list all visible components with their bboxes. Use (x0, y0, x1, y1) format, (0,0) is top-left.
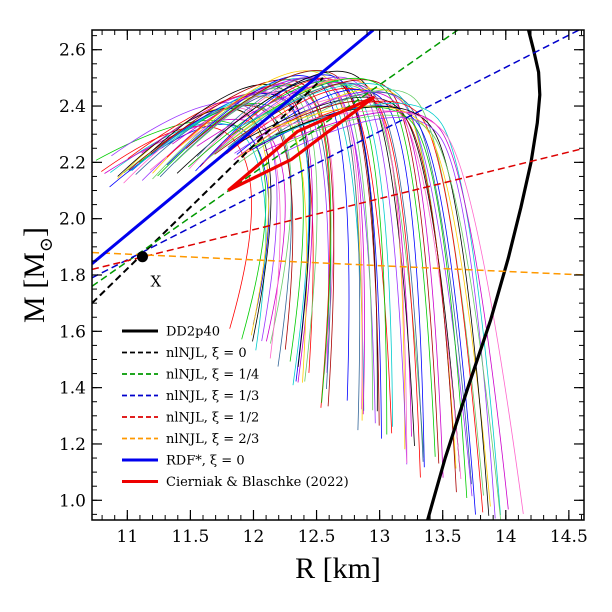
background-curve (248, 95, 462, 480)
background-curve (226, 88, 421, 478)
background-curve (152, 88, 318, 382)
background-curve (279, 114, 502, 520)
y-axis-title-sub: ⊙ (36, 237, 56, 252)
y-tick-label: 1.2 (59, 435, 86, 455)
series-line-2 (92, 30, 459, 287)
x-axis-title: R [km] (295, 552, 381, 585)
y-tick-label: 1.8 (59, 266, 86, 286)
y-tick-label: 2.6 (59, 41, 86, 61)
series-line-0 (426, 30, 542, 520)
background-curve (135, 103, 292, 367)
background-curve (255, 100, 457, 493)
background-curve (268, 110, 524, 514)
y-axis-title: M [M⊙] (18, 227, 56, 323)
background-curve (230, 96, 461, 472)
legend-label-6: RDF*, ξ = 0 (166, 454, 245, 469)
series-line-3 (92, 30, 580, 279)
background-curve (111, 102, 278, 342)
y-tick-label: 2.0 (59, 210, 86, 230)
background-curve (139, 103, 304, 362)
x-tick-label: 14.5 (550, 527, 588, 547)
crossing-point-marker (136, 251, 148, 263)
series-line-7 (227, 95, 375, 192)
legend-label-1: nlNJL, ξ = 0 (166, 346, 247, 361)
legend-label-7: Cierniak & Blaschke (2022) (166, 475, 349, 490)
legend-label-5: nlNJL, ξ = 2/3 (166, 432, 259, 447)
background-curve (252, 91, 472, 485)
background-curve (174, 70, 374, 411)
y-tick-label: 1.4 (59, 379, 86, 399)
annotation-marks: X (136, 251, 161, 290)
x-tick-label: 11 (117, 527, 139, 547)
legend: DD2p40 nlNJL, ξ = 0 nlNJL, ξ = 1/4 nlNJL, ξ… (122, 325, 349, 490)
background-curve (196, 77, 361, 431)
y-tick-label: 1.0 (59, 491, 86, 511)
background-curve (264, 111, 509, 510)
background-curve (150, 84, 311, 367)
x-tick-label: 12 (243, 527, 265, 547)
background-curve (246, 100, 484, 513)
legend-label-0: DD2p40 (166, 325, 220, 340)
x-tick-label: 11.5 (171, 527, 209, 547)
y-axis-title-main: M [M (18, 252, 51, 323)
series-line-1 (92, 77, 324, 304)
background-curve (150, 79, 335, 407)
legend-label-3: nlNJL, ξ = 1/3 (166, 389, 259, 404)
y-tick-label: 2.2 (59, 153, 86, 173)
y-tick-label: 2.4 (59, 97, 86, 117)
y-axis-title-close: ] (18, 227, 51, 237)
axis-ticks: 11 11.5 12 12.5 13 13.5 14 14.5 1.0 1.2 1.4 1.6 1.8 2… (59, 30, 588, 547)
legend-label-2: nlNJL, ξ = 1/4 (166, 368, 259, 383)
series-line-6 (92, 30, 375, 265)
x-tick-label: 12.5 (298, 527, 336, 547)
annotation-label: X (150, 272, 161, 290)
x-tick-label: 14 (495, 527, 517, 547)
background-curve (195, 74, 382, 439)
series-line-4 (92, 147, 584, 271)
series-lines (92, 30, 584, 520)
legend-label-4: nlNJL, ξ = 1/2 (166, 411, 259, 426)
background-curve (166, 83, 331, 408)
x-tick-label: 13.5 (424, 527, 462, 547)
x-tick-label: 13 (369, 527, 391, 547)
background-curve (109, 123, 270, 325)
y-tick-label: 1.6 (59, 322, 86, 342)
series-line-5 (92, 251, 584, 276)
